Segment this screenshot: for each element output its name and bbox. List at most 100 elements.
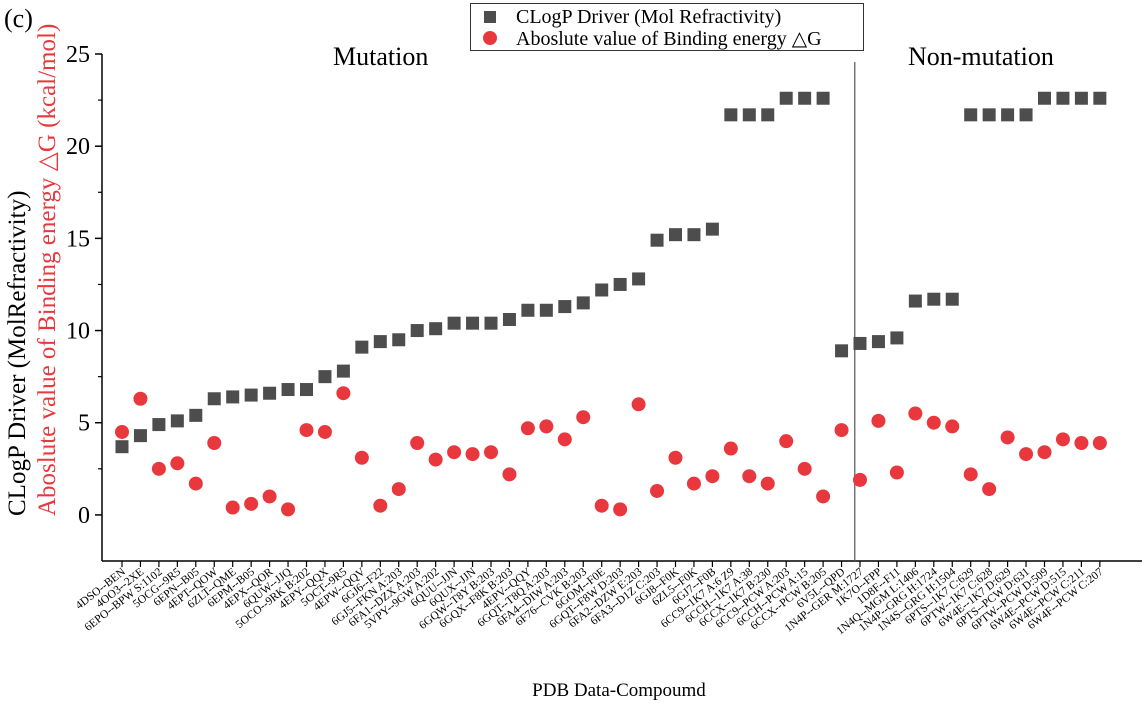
- clogp-point: [558, 300, 572, 314]
- clogp-point: [355, 340, 369, 354]
- binding-energy-point: [705, 469, 720, 484]
- binding-energy-point: [834, 423, 849, 438]
- y-axis-label: CLogP Driver (MolRefractivity) Aboslute …: [4, 24, 62, 516]
- clogp-point: [632, 272, 646, 286]
- binding-energy-point: [963, 467, 978, 482]
- clogp-point: [170, 414, 184, 428]
- binding-energy-point: [613, 502, 628, 517]
- clogp-point: [133, 429, 147, 443]
- binding-energy-point: [723, 441, 738, 456]
- binding-energy-point: [889, 465, 904, 480]
- legend-item-clogp: CLogP Driver (Mol Refractivity): [481, 6, 781, 28]
- binding-energy-point: [484, 445, 498, 460]
- binding-energy-point: [650, 483, 665, 498]
- clogp-point: [447, 316, 461, 330]
- square-marker-icon: [484, 11, 496, 23]
- clogp-point: [871, 335, 885, 349]
- binding-energy-point: [520, 421, 535, 436]
- clogp-point: [502, 312, 516, 326]
- binding-energy-point: [133, 391, 148, 406]
- clogp-point: [816, 91, 830, 105]
- circle-marker-icon: [483, 31, 497, 45]
- clogp-point: [853, 336, 867, 350]
- clogp-point: [539, 303, 553, 317]
- clogp-point: [669, 228, 682, 242]
- clogp-point: [115, 440, 129, 454]
- clogp-point: [576, 296, 590, 310]
- clogp-point: [1056, 91, 1070, 105]
- region-label-non-mutation: Non-mutation: [908, 42, 1054, 71]
- y-axis-label-binding-energy: Aboslute value of Binding energy △G (kca…: [34, 23, 61, 516]
- binding-energy-point: [465, 447, 480, 462]
- clogp-point: [152, 418, 166, 432]
- binding-energy-point: [244, 496, 259, 511]
- clogp-point: [244, 388, 258, 402]
- clogp-point: [281, 383, 295, 397]
- clogp-point: [798, 91, 812, 105]
- binding-energy-point: [410, 436, 425, 451]
- clogp-point: [761, 108, 775, 122]
- clogp-point: [779, 91, 793, 105]
- binding-energy-point: [354, 450, 369, 465]
- binding-energy-point: [502, 467, 517, 482]
- binding-energy-point: [1000, 430, 1015, 445]
- binding-energy-point: [299, 423, 314, 438]
- binding-energy-point: [631, 397, 646, 412]
- clogp-point: [226, 390, 240, 404]
- legend-label-binding-energy: Aboslute value of Binding energy △G: [516, 27, 822, 50]
- clogp-point: [595, 283, 609, 297]
- binding-energy-point: [428, 452, 443, 467]
- clogp-point: [945, 292, 959, 306]
- y-tick-label: 0: [78, 503, 90, 529]
- binding-energy-point: [668, 450, 683, 465]
- binding-energy-point: [742, 469, 757, 484]
- clogp-point: [1074, 91, 1088, 105]
- binding-energy-point: [539, 419, 554, 434]
- binding-energy-point: [262, 489, 277, 504]
- clogp-point: [687, 228, 701, 242]
- clogp-point: [724, 108, 738, 122]
- binding-energy-point: [871, 413, 886, 428]
- binding-energy-point: [447, 445, 462, 460]
- clogp-point: [1038, 91, 1051, 105]
- clogp-point: [336, 364, 350, 378]
- binding-energy-point: [115, 424, 129, 439]
- y-tick-label: 15: [66, 226, 90, 252]
- clogp-point: [705, 222, 719, 236]
- binding-energy-point: [797, 461, 812, 476]
- clogp-point: [300, 383, 313, 397]
- binding-energy-point: [816, 489, 831, 504]
- clogp-point: [318, 370, 332, 384]
- clogp-point: [908, 294, 922, 308]
- binding-energy-point: [281, 502, 296, 517]
- binding-energy-point: [686, 476, 701, 491]
- binding-energy-point: [151, 461, 166, 476]
- clogp-point: [429, 322, 443, 336]
- binding-energy-point: [926, 415, 941, 430]
- binding-energy-point: [1092, 436, 1107, 451]
- binding-energy-point: [594, 498, 609, 513]
- clogp-point: [373, 335, 387, 349]
- region-label-mutation: Mutation: [333, 42, 429, 71]
- binding-energy-point: [170, 456, 185, 471]
- binding-energy-point: [207, 436, 222, 451]
- binding-energy-point: [853, 472, 867, 487]
- binding-energy-point: [188, 476, 203, 491]
- binding-energy-point: [391, 482, 406, 497]
- binding-energy-point: [982, 482, 997, 497]
- binding-energy-point: [779, 434, 794, 449]
- legend-label-clogp: CLogP Driver (Mol Refractivity): [516, 5, 782, 28]
- clogp-point: [410, 324, 424, 338]
- legend: CLogP Driver (Mol Refractivity) Aboslute…: [470, 3, 864, 51]
- binding-energy-point: [317, 424, 332, 439]
- y-tick-label: 25: [66, 42, 90, 68]
- x-axis-label: PDB Data-Compoumd: [532, 680, 706, 701]
- legend-item-binding-energy: Aboslute value of Binding energy △G: [481, 27, 822, 50]
- y-axis-label-clogp: CLogP Driver (MolRefractivity): [4, 190, 31, 516]
- y-tick-label: 10: [66, 319, 90, 345]
- clogp-point: [1019, 108, 1033, 122]
- binding-energy-point: [945, 419, 960, 434]
- y-tick-label: 5: [78, 411, 90, 437]
- clogp-point: [484, 316, 498, 330]
- clogp-point: [964, 108, 978, 122]
